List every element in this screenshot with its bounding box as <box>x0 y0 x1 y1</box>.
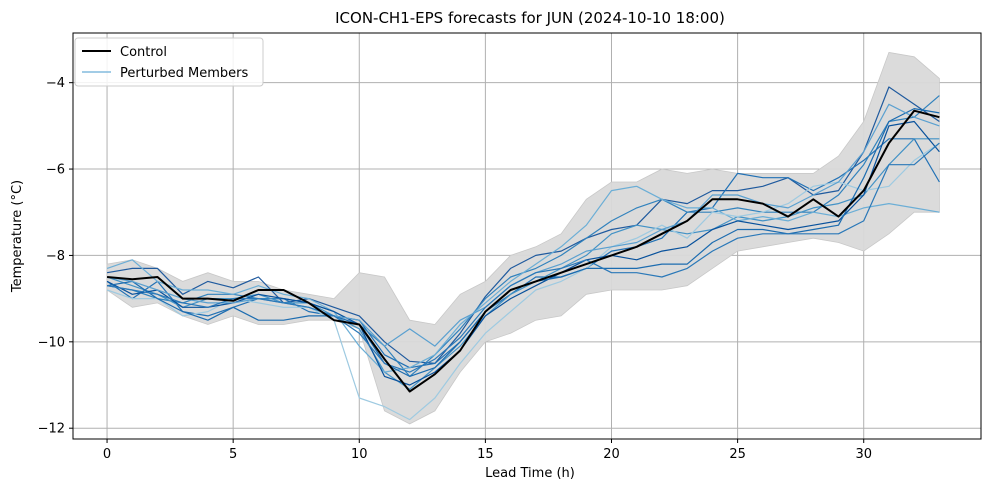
legend-box <box>74 37 264 87</box>
y-tick-label: −6 <box>46 163 65 178</box>
x-axis-label: Lead Time (h) <box>485 466 575 481</box>
member-line <box>106 185 940 373</box>
member-line <box>106 142 940 373</box>
legend: Control Perturbed Members <box>74 37 264 87</box>
y-tick-label: −10 <box>38 335 65 350</box>
member-line <box>106 86 940 364</box>
y-tick-label: −12 <box>38 422 65 437</box>
y-axis-ticks: −12 −10 −8 −6 −4 <box>38 76 73 437</box>
control-line-group <box>107 109 940 393</box>
x-tick-label: 15 <box>477 447 494 462</box>
x-tick-label: 5 <box>229 447 237 462</box>
x-axis-ticks: 0 5 10 15 20 25 30 <box>103 439 872 462</box>
chart-title: ICON-CH1-EPS forecasts for JUN (2024-10-… <box>335 9 725 27</box>
y-tick-label: −8 <box>46 249 65 264</box>
x-tick-label: 0 <box>103 447 111 462</box>
legend-control-label: Control <box>120 45 167 60</box>
x-tick-label: 20 <box>603 447 620 462</box>
y-tick-label: −4 <box>46 76 65 91</box>
member-lines <box>106 86 940 421</box>
legend-members-label: Perturbed Members <box>120 66 249 81</box>
y-axis-label: Temperature (°C) <box>10 180 25 293</box>
x-tick-label: 25 <box>729 447 746 462</box>
x-tick-label: 30 <box>855 447 872 462</box>
control-line <box>107 109 940 393</box>
x-tick-label: 10 <box>351 447 368 462</box>
plot-frame <box>72 32 982 440</box>
